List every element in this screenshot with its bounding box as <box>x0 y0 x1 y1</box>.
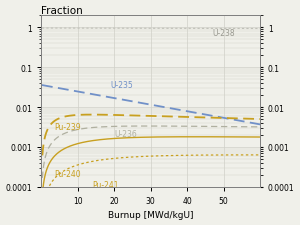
Text: U-238: U-238 <box>213 29 236 38</box>
Text: Pu-239: Pu-239 <box>54 123 81 132</box>
Text: Pu-240: Pu-240 <box>54 169 81 178</box>
Text: Fraction: Fraction <box>41 6 83 16</box>
X-axis label: Burnup [MWd/kgU]: Burnup [MWd/kgU] <box>108 211 194 219</box>
Text: U-235: U-235 <box>110 81 133 90</box>
Text: U-236: U-236 <box>114 129 137 138</box>
Text: Pu-241: Pu-241 <box>92 180 119 189</box>
